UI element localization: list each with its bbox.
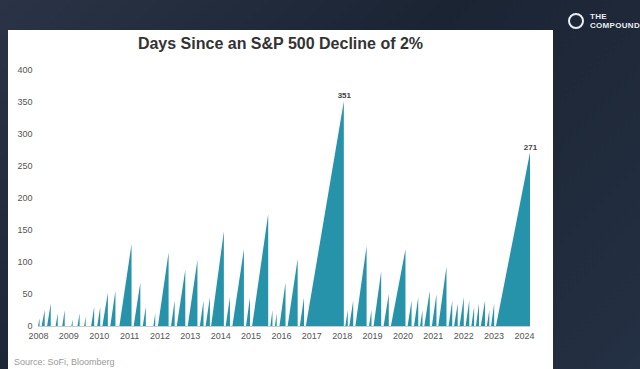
svg-text:2019: 2019 (363, 331, 383, 341)
svg-text:250: 250 (17, 161, 32, 171)
svg-text:2024: 2024 (514, 331, 534, 341)
svg-text:150: 150 (17, 225, 32, 235)
html-text:Source: SoFi, Bloomberg: Source: SoFi, Bloomberg (14, 357, 115, 367)
svg-text:2009: 2009 (59, 331, 79, 341)
svg-text:400: 400 (17, 65, 32, 75)
svg-text:2014: 2014 (211, 331, 231, 341)
svg-text:351: 351 (338, 91, 352, 100)
svg-text:2017: 2017 (302, 331, 322, 341)
svg-text:2010: 2010 (89, 331, 109, 341)
svg-text:2020: 2020 (393, 331, 413, 341)
svg-text:2022: 2022 (454, 331, 474, 341)
svg-text:2013: 2013 (180, 331, 200, 341)
svg-text:2011: 2011 (120, 331, 139, 341)
svg-text:271: 271 (524, 143, 538, 152)
html-text:Days Since an S&P 500 Decline: Days Since an S&P 500 Decline of 2% (137, 35, 424, 52)
svg-text:200: 200 (17, 193, 32, 203)
svg-text:100: 100 (17, 257, 32, 267)
svg-text:2012: 2012 (150, 331, 170, 341)
svg-text:2016: 2016 (271, 331, 291, 341)
svg-text:2018: 2018 (332, 331, 352, 341)
svg-text:0: 0 (27, 321, 32, 331)
svg-text:2008: 2008 (28, 331, 48, 341)
svg-text:2015: 2015 (241, 331, 261, 341)
html-text:THE COMPOUND: THE COMPOUND (590, 12, 640, 30)
svg-text:50: 50 (22, 289, 32, 299)
svg-text:300: 300 (17, 129, 32, 139)
svg-text:2023: 2023 (484, 331, 504, 341)
svg-text:2021: 2021 (423, 331, 443, 341)
svg-text:350: 350 (17, 97, 32, 107)
